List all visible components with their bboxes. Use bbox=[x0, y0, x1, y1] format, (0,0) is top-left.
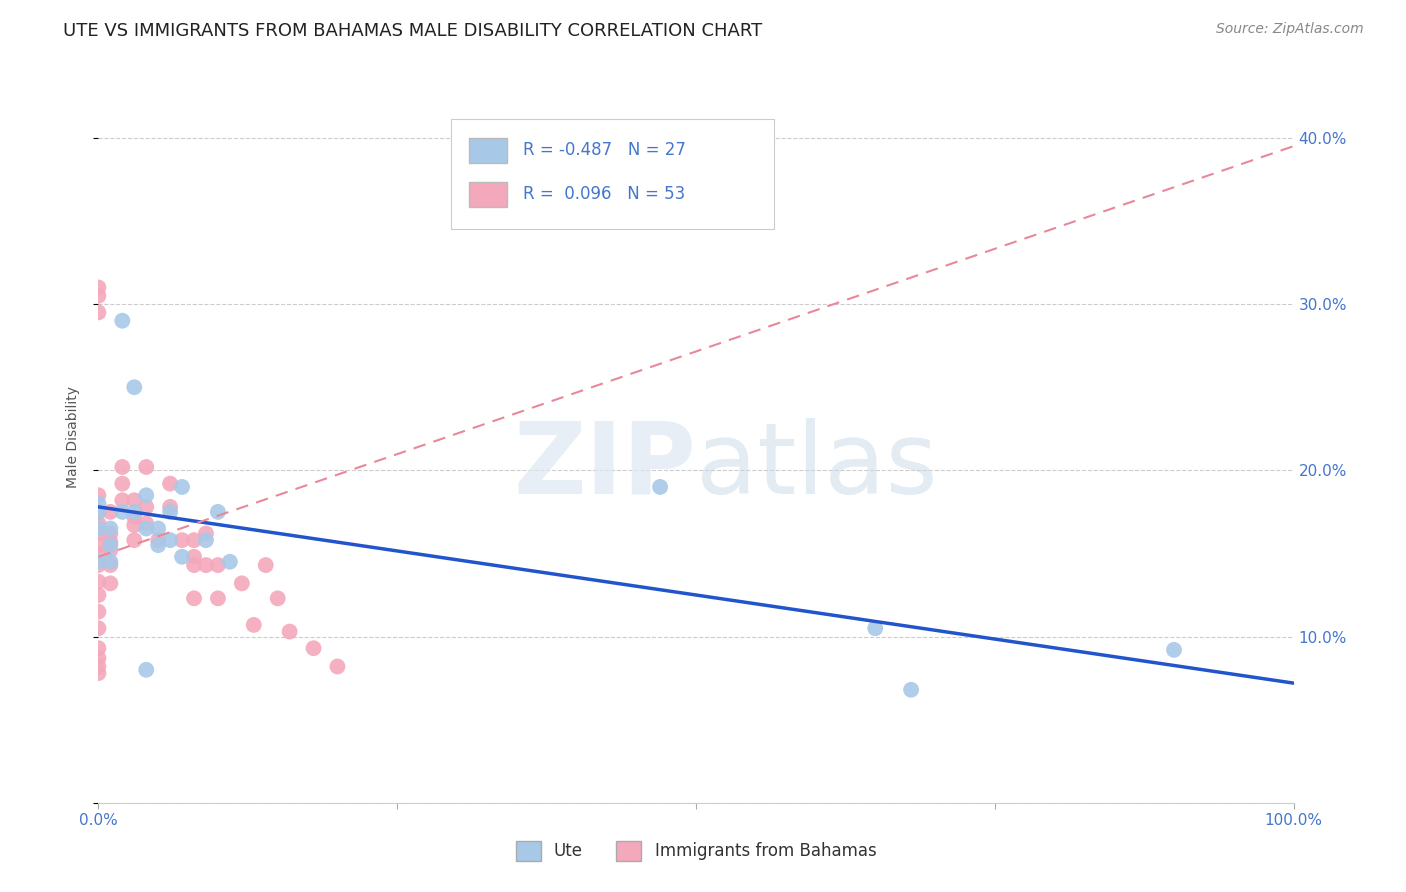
Point bbox=[207, 558, 229, 573]
Point bbox=[159, 505, 181, 519]
Point bbox=[243, 618, 266, 632]
Point bbox=[98, 538, 122, 552]
Point bbox=[87, 588, 110, 602]
Point bbox=[135, 500, 157, 514]
Point bbox=[87, 305, 110, 319]
Point bbox=[900, 682, 922, 697]
Point bbox=[111, 493, 134, 508]
Point bbox=[865, 621, 887, 635]
Point bbox=[98, 543, 122, 558]
Point bbox=[87, 641, 110, 656]
Point bbox=[87, 546, 110, 560]
Point bbox=[87, 280, 110, 294]
Point bbox=[148, 521, 170, 535]
Point bbox=[111, 476, 134, 491]
Point bbox=[87, 497, 110, 511]
Point bbox=[124, 380, 146, 394]
Point bbox=[267, 591, 290, 606]
Point bbox=[148, 538, 170, 552]
Point bbox=[278, 624, 301, 639]
Text: Source: ZipAtlas.com: Source: ZipAtlas.com bbox=[1216, 22, 1364, 37]
Point bbox=[87, 521, 110, 535]
Point bbox=[124, 505, 146, 519]
Point bbox=[207, 505, 229, 519]
Point bbox=[87, 659, 110, 673]
Text: ZIP: ZIP bbox=[513, 417, 696, 515]
Point bbox=[87, 605, 110, 619]
Point bbox=[124, 518, 146, 533]
Point bbox=[124, 509, 146, 524]
Text: R =  0.096   N = 53: R = 0.096 N = 53 bbox=[523, 186, 685, 203]
Point bbox=[87, 621, 110, 635]
Point bbox=[159, 533, 181, 548]
Point bbox=[98, 526, 122, 541]
Point bbox=[172, 480, 194, 494]
Point bbox=[87, 505, 110, 519]
Point bbox=[98, 521, 122, 535]
Point bbox=[1163, 643, 1185, 657]
Point bbox=[207, 591, 229, 606]
Point bbox=[98, 555, 122, 569]
Point bbox=[87, 574, 110, 589]
Point bbox=[195, 526, 218, 541]
Point bbox=[98, 505, 122, 519]
Point bbox=[87, 488, 110, 502]
FancyBboxPatch shape bbox=[470, 182, 508, 207]
Point bbox=[111, 314, 134, 328]
Point bbox=[135, 663, 157, 677]
Point bbox=[135, 460, 157, 475]
Point bbox=[87, 651, 110, 665]
Point bbox=[183, 558, 205, 573]
Point bbox=[302, 641, 325, 656]
Point bbox=[326, 659, 349, 673]
Text: atlas: atlas bbox=[696, 417, 938, 515]
Point bbox=[98, 576, 122, 591]
Point bbox=[87, 526, 110, 541]
Point bbox=[148, 533, 170, 548]
Point bbox=[87, 289, 110, 303]
Point bbox=[111, 505, 134, 519]
Point bbox=[172, 533, 194, 548]
Point bbox=[135, 516, 157, 531]
Point bbox=[254, 558, 277, 573]
Point bbox=[195, 558, 218, 573]
Point bbox=[98, 558, 122, 573]
Point bbox=[124, 493, 146, 508]
Point bbox=[183, 591, 205, 606]
Y-axis label: Male Disability: Male Disability bbox=[66, 386, 80, 488]
Text: R = -0.487   N = 27: R = -0.487 N = 27 bbox=[523, 141, 686, 160]
FancyBboxPatch shape bbox=[470, 138, 508, 163]
Point bbox=[159, 476, 181, 491]
Point bbox=[135, 488, 157, 502]
Point bbox=[124, 533, 146, 548]
Point bbox=[87, 538, 110, 552]
Point bbox=[172, 549, 194, 564]
Point bbox=[98, 534, 122, 549]
Text: UTE VS IMMIGRANTS FROM BAHAMAS MALE DISABILITY CORRELATION CHART: UTE VS IMMIGRANTS FROM BAHAMAS MALE DISA… bbox=[63, 22, 762, 40]
FancyBboxPatch shape bbox=[451, 119, 773, 228]
Point bbox=[135, 521, 157, 535]
Point bbox=[87, 516, 110, 531]
Point bbox=[183, 549, 205, 564]
Legend: Ute, Immigrants from Bahamas: Ute, Immigrants from Bahamas bbox=[509, 834, 883, 868]
Point bbox=[183, 533, 205, 548]
Point bbox=[87, 555, 110, 569]
Point bbox=[195, 533, 218, 548]
Point bbox=[111, 460, 134, 475]
Point bbox=[648, 480, 672, 494]
Point bbox=[159, 500, 181, 514]
Point bbox=[87, 505, 110, 519]
Point bbox=[87, 666, 110, 681]
Point bbox=[219, 555, 242, 569]
Point bbox=[87, 558, 110, 573]
Point bbox=[231, 576, 253, 591]
